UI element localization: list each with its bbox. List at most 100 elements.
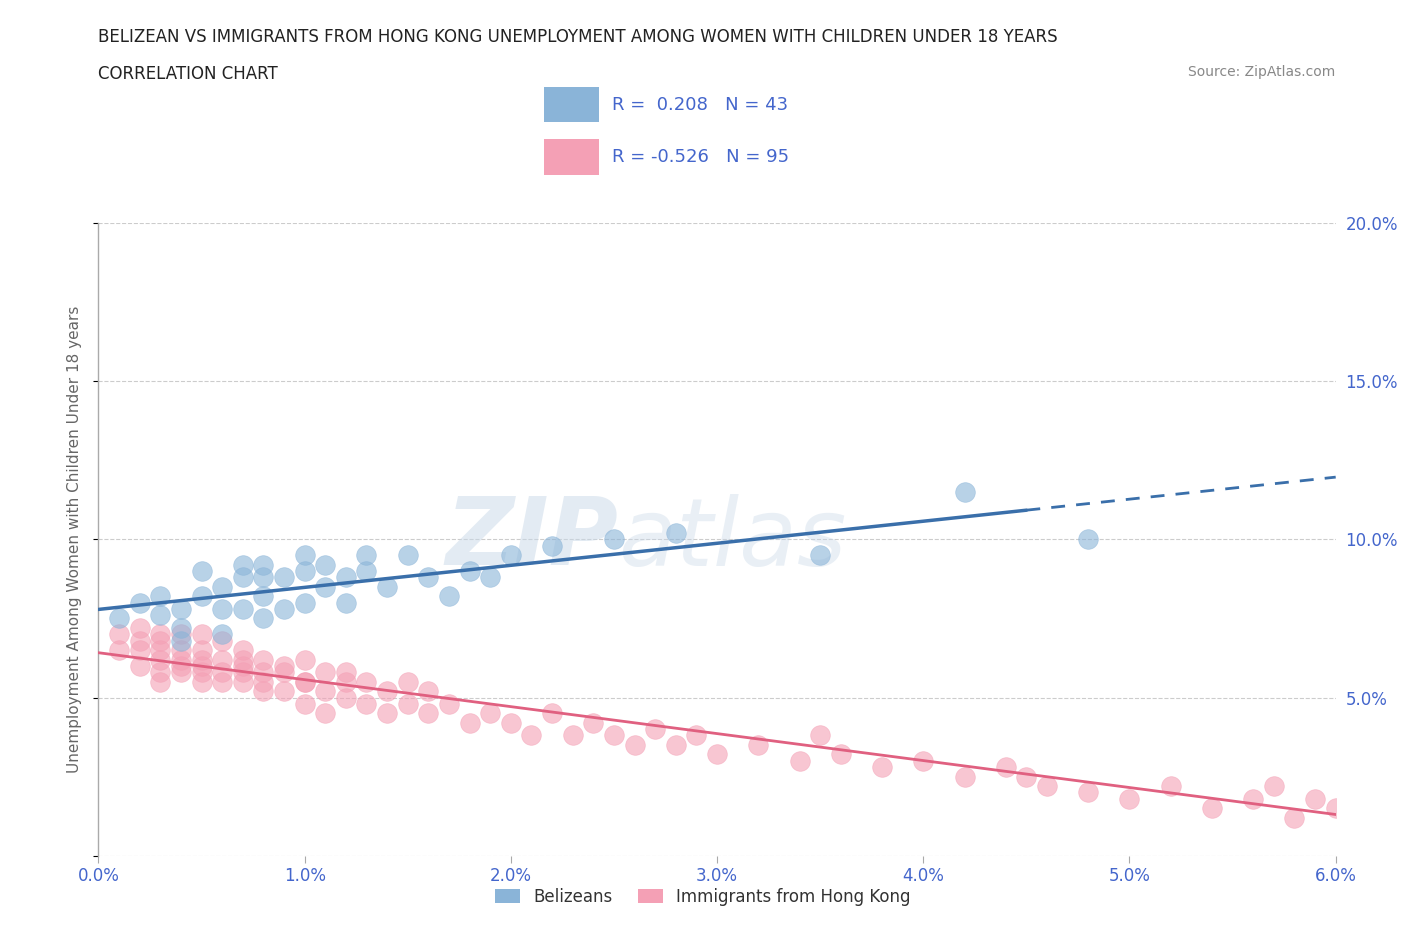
Point: [1118, 791, 1140, 806]
Point: [190, 643, 212, 658]
Point: [108, 611, 131, 626]
Point: [170, 627, 193, 642]
Point: [149, 608, 172, 623]
Point: [314, 684, 336, 698]
Point: [356, 674, 378, 689]
Point: [170, 652, 193, 667]
Text: atlas: atlas: [619, 494, 846, 585]
Point: [232, 557, 254, 572]
Point: [273, 665, 295, 680]
Point: [170, 665, 193, 680]
Point: [149, 652, 172, 667]
Point: [314, 706, 336, 721]
Point: [170, 658, 193, 673]
Point: [356, 697, 378, 711]
Point: [582, 715, 605, 730]
Point: [273, 602, 295, 617]
Point: [252, 570, 274, 585]
Point: [561, 728, 583, 743]
Point: [128, 658, 150, 673]
Point: [499, 548, 522, 563]
Point: [128, 643, 150, 658]
Point: [1346, 785, 1368, 800]
Point: [252, 557, 274, 572]
Point: [1201, 801, 1223, 816]
Point: [314, 665, 336, 680]
Point: [232, 570, 254, 585]
Point: [375, 579, 398, 594]
Point: [252, 674, 274, 689]
Point: [294, 697, 316, 711]
Point: [190, 665, 212, 680]
Text: R =  0.208   N = 43: R = 0.208 N = 43: [612, 96, 787, 113]
Point: [294, 674, 316, 689]
Point: [747, 737, 769, 752]
Point: [953, 485, 976, 499]
Point: [1365, 801, 1388, 816]
Point: [665, 737, 688, 752]
Point: [994, 760, 1017, 775]
Point: [314, 579, 336, 594]
Point: [479, 570, 502, 585]
Point: [294, 652, 316, 667]
Point: [190, 589, 212, 604]
Point: [335, 595, 357, 610]
Point: [128, 633, 150, 648]
Point: [294, 674, 316, 689]
Point: [149, 627, 172, 642]
Point: [211, 633, 233, 648]
Point: [190, 564, 212, 578]
Point: [170, 633, 193, 648]
Point: [211, 579, 233, 594]
Point: [1015, 769, 1038, 784]
Point: [108, 627, 131, 642]
Point: [190, 652, 212, 667]
Point: [1303, 791, 1326, 806]
Point: [1324, 801, 1347, 816]
Point: [418, 706, 440, 721]
Point: [232, 652, 254, 667]
Text: Source: ZipAtlas.com: Source: ZipAtlas.com: [1188, 65, 1336, 79]
Point: [789, 753, 811, 768]
Point: [520, 728, 543, 743]
Point: [396, 674, 419, 689]
Point: [273, 658, 295, 673]
Point: [1160, 778, 1182, 793]
Point: [335, 570, 357, 585]
Point: [479, 706, 502, 721]
Point: [252, 684, 274, 698]
Point: [396, 697, 419, 711]
Point: [252, 611, 274, 626]
Point: [665, 525, 688, 540]
Point: [335, 665, 357, 680]
Point: [437, 697, 460, 711]
Point: [418, 684, 440, 698]
Point: [190, 674, 212, 689]
Point: [211, 674, 233, 689]
Point: [396, 548, 419, 563]
Point: [211, 627, 233, 642]
Point: [232, 665, 254, 680]
Bar: [544, 140, 599, 175]
Point: [458, 564, 481, 578]
Point: [232, 658, 254, 673]
Point: [541, 706, 564, 721]
Point: [953, 769, 976, 784]
Point: [273, 570, 295, 585]
Point: [294, 595, 316, 610]
Point: [190, 627, 212, 642]
Point: [623, 737, 645, 752]
Point: [356, 548, 378, 563]
Point: [149, 643, 172, 658]
Point: [541, 538, 564, 553]
Point: [375, 706, 398, 721]
Text: BELIZEAN VS IMMIGRANTS FROM HONG KONG UNEMPLOYMENT AMONG WOMEN WITH CHILDREN UND: BELIZEAN VS IMMIGRANTS FROM HONG KONG UN…: [98, 28, 1059, 46]
Point: [252, 589, 274, 604]
Point: [211, 665, 233, 680]
Bar: [544, 86, 599, 123]
Text: CORRELATION CHART: CORRELATION CHART: [98, 65, 278, 83]
Point: [335, 690, 357, 705]
Point: [149, 665, 172, 680]
Point: [273, 684, 295, 698]
Point: [1077, 785, 1099, 800]
